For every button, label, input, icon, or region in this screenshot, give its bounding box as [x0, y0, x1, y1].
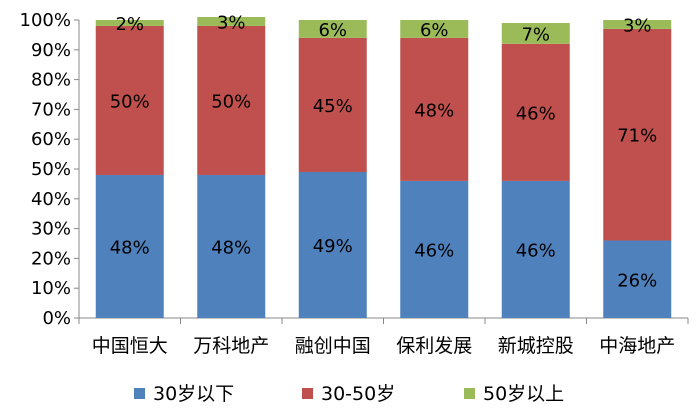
legend-swatch	[464, 388, 475, 399]
data-label: 71%	[617, 126, 657, 147]
data-label: 50%	[110, 91, 150, 112]
bar-segment	[400, 37, 469, 181]
bar-segment	[501, 22, 570, 44]
data-label: 7%	[521, 24, 550, 45]
x-category-label: 新城控股	[498, 335, 574, 357]
bar-segment	[197, 17, 266, 26]
bar-segment	[400, 180, 469, 318]
legend-label: 50岁以上	[483, 383, 564, 405]
bar-segment	[197, 25, 266, 175]
y-tick-label: 60%	[31, 129, 71, 150]
data-label: 46%	[516, 103, 556, 124]
data-label: 6%	[318, 20, 347, 41]
data-label: 48%	[414, 100, 454, 121]
x-category-label: 中海地产	[599, 335, 675, 357]
x-category-label: 万科地产	[193, 335, 269, 357]
bar-segment	[501, 43, 570, 181]
y-tick-label: 20%	[31, 248, 71, 269]
bar-segment	[95, 20, 164, 26]
bar-segment	[603, 240, 672, 318]
data-label: 46%	[516, 240, 556, 261]
legend-swatch	[302, 388, 313, 399]
y-tick-label: 10%	[31, 278, 71, 299]
data-label: 2%	[115, 14, 144, 35]
y-tick-label: 70%	[31, 99, 71, 120]
y-tick-label: 30%	[31, 219, 71, 240]
legend-label: 30岁以下	[153, 383, 234, 405]
y-tick-label: 50%	[31, 159, 71, 180]
x-category-label: 融创中国	[295, 335, 371, 357]
bar-segment	[603, 28, 672, 241]
bar-segment	[95, 174, 164, 318]
bar-segment	[298, 20, 367, 38]
x-category-label: 保利发展	[396, 335, 472, 357]
data-label: 49%	[313, 236, 353, 257]
y-tick-label: 100%	[20, 10, 71, 31]
bar-segment	[400, 20, 469, 38]
y-tick-label: 40%	[31, 189, 71, 210]
bar-segment	[95, 25, 164, 175]
legend-label: 30-50岁	[321, 383, 395, 405]
data-label: 46%	[414, 240, 454, 261]
data-label: 45%	[313, 96, 353, 117]
data-label: 3%	[623, 15, 652, 36]
x-category-label: 中国恒大	[92, 335, 168, 357]
y-tick-label: 0%	[42, 308, 71, 329]
data-label: 26%	[617, 270, 657, 291]
data-label: 48%	[211, 237, 251, 258]
data-label: 50%	[211, 91, 251, 112]
data-label: 3%	[217, 12, 246, 33]
bar-segment	[298, 37, 367, 172]
y-tick-label: 90%	[31, 40, 71, 61]
data-label: 6%	[420, 20, 449, 41]
bar-segment	[603, 20, 672, 29]
bar-segment	[197, 174, 266, 318]
bar-segment	[298, 171, 367, 318]
data-label: 48%	[110, 237, 150, 258]
bar-segment	[501, 180, 570, 318]
y-tick-label: 80%	[31, 70, 71, 91]
legend-swatch	[134, 388, 145, 399]
